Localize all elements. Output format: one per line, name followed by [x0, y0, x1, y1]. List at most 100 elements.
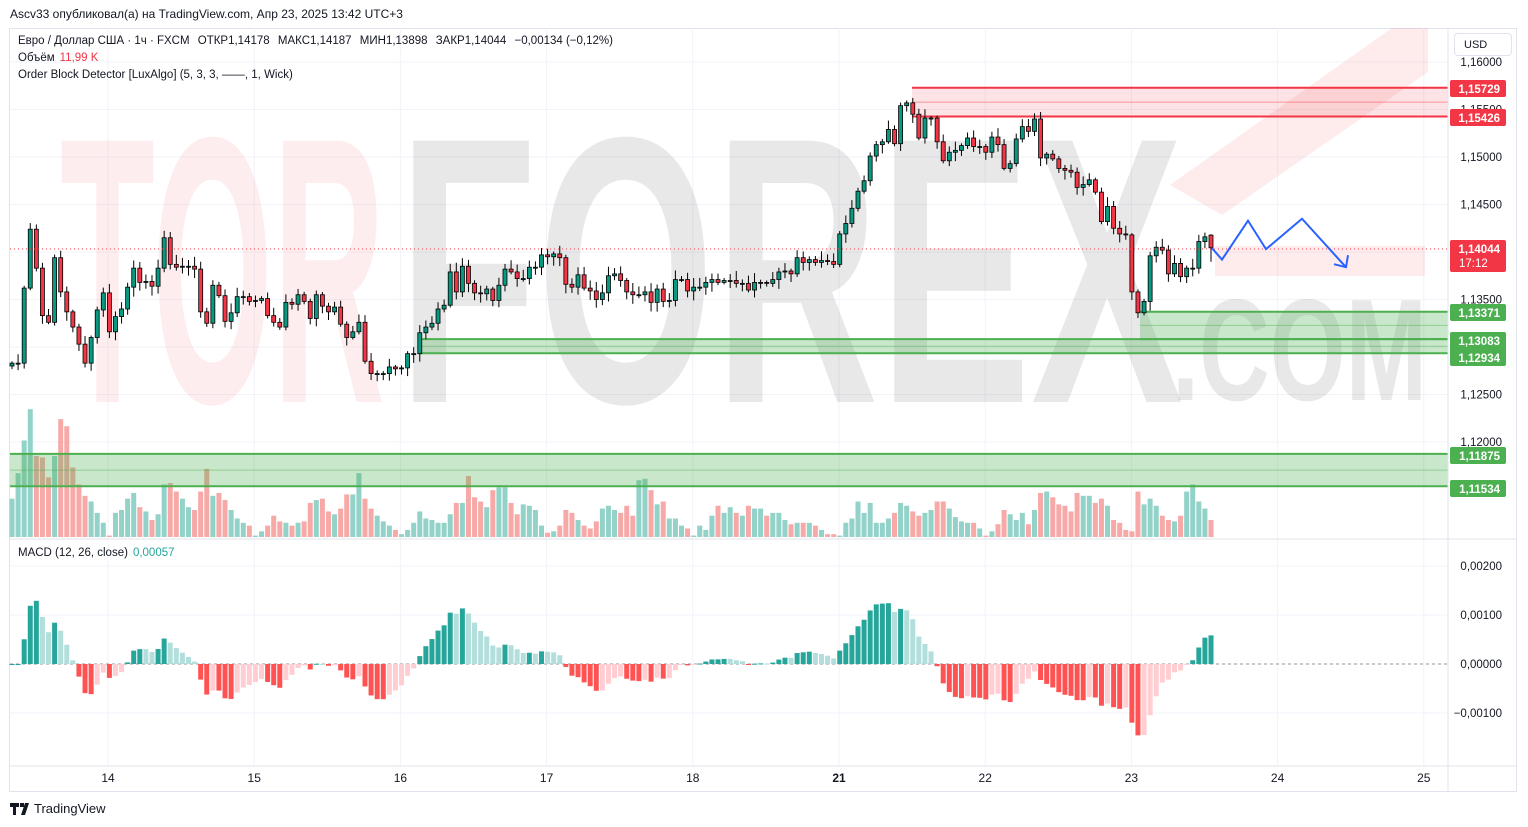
candle-down — [825, 260, 830, 262]
macd-bar — [599, 664, 605, 691]
candle-down — [362, 321, 368, 362]
time-tick-label: 16 — [394, 771, 408, 785]
candle-up — [886, 129, 891, 143]
candle-up — [928, 117, 934, 120]
macd-bar — [861, 619, 867, 664]
macd-bar — [356, 664, 362, 677]
macd-legend[interactable]: MACD (12, 26, close) 0,00057 — [18, 547, 175, 559]
candle-up — [898, 105, 903, 145]
candle-down — [1074, 171, 1080, 188]
macd-bar — [392, 664, 398, 691]
macd-bar — [1129, 664, 1135, 723]
volume-bar — [1074, 492, 1080, 537]
candle-up — [1184, 267, 1190, 278]
candle-down — [1026, 126, 1031, 132]
volume-bar — [1184, 491, 1190, 537]
candle-down — [1178, 262, 1183, 278]
macd-bar — [204, 664, 210, 695]
volume-bar — [727, 507, 733, 537]
candle-up — [435, 308, 441, 324]
volume-bar — [1190, 484, 1196, 537]
volume-bar — [392, 529, 398, 537]
candle-up — [380, 373, 386, 376]
bullish-order-block — [1140, 311, 1448, 340]
candle-down — [289, 301, 295, 305]
macd-bar — [1165, 664, 1171, 680]
macd-bar — [727, 658, 733, 664]
macd-bar — [362, 664, 368, 687]
volume-bar — [21, 440, 27, 537]
volume-bar — [441, 522, 447, 537]
candle-up — [739, 282, 745, 285]
candle-up — [642, 291, 648, 296]
volume-bar — [587, 528, 593, 537]
candle-up — [654, 288, 660, 303]
candle-up — [819, 260, 824, 263]
macd-bar — [173, 648, 179, 664]
volume-bar — [465, 475, 471, 537]
macd-bar — [940, 664, 946, 684]
volume-bar — [800, 522, 806, 537]
volume-bar — [186, 507, 192, 537]
macd-bar — [770, 662, 776, 664]
candle-down — [1165, 249, 1171, 275]
volume-bar — [453, 502, 459, 537]
projection-line — [1211, 217, 1347, 268]
candle-up — [155, 267, 161, 287]
candle-down — [660, 288, 666, 302]
macd-bar — [374, 664, 380, 700]
candle-down — [277, 321, 283, 328]
macd-bar — [831, 658, 837, 664]
macd-bar — [143, 649, 149, 664]
tradingview-logo[interactable]: TradingView — [10, 801, 106, 816]
macd-bar — [691, 664, 697, 665]
volume-bar — [965, 522, 971, 537]
macd-bar — [910, 619, 916, 664]
volume-bar — [934, 501, 940, 537]
svg-text:1,15426: 1,15426 — [1458, 113, 1500, 125]
candle-down — [198, 268, 204, 313]
macd-bar — [648, 664, 654, 682]
candle-down — [764, 281, 770, 284]
macd-bar — [1098, 664, 1104, 706]
candle-up — [533, 266, 538, 269]
volume-bar — [545, 532, 551, 537]
volume-bar — [770, 512, 776, 537]
symbol-legend[interactable]: Евро / Доллар США · 1ч · FXCM ОТКР1,1417… — [18, 35, 613, 47]
candle-up — [125, 286, 131, 310]
candle-down — [271, 315, 277, 323]
volume-bar — [825, 534, 831, 537]
candle-down — [1092, 179, 1098, 193]
volume-bar — [435, 522, 441, 537]
volume-bar — [794, 522, 800, 537]
candle-down — [222, 295, 228, 322]
macd-bar — [1153, 664, 1159, 697]
macd-bar — [563, 664, 569, 667]
candle-down — [514, 271, 520, 280]
volume-bar — [313, 500, 319, 537]
volume-legend[interactable]: Объём 11,99 K — [18, 52, 99, 64]
volume-bar — [240, 522, 246, 537]
time-tick-label: 24 — [1271, 771, 1285, 785]
volume-bar — [752, 508, 758, 537]
volume-bar — [733, 512, 739, 537]
volume-bar — [721, 512, 727, 537]
volume-bar — [678, 525, 684, 537]
volume-bar — [898, 502, 904, 537]
macd-bar — [1056, 664, 1062, 693]
currency-button[interactable]: USD — [1454, 33, 1512, 56]
svg-text:1,13371: 1,13371 — [1458, 308, 1500, 320]
volume-bar — [940, 501, 946, 537]
candle-up — [441, 304, 447, 310]
volume-bar — [234, 518, 240, 537]
label-ob-bear-bottom: 1,15426 — [1450, 109, 1506, 126]
volume-bar — [265, 525, 271, 537]
macd-bar — [112, 664, 118, 676]
price-tick-label: 1,12500 — [1460, 390, 1502, 402]
indicator-legend[interactable]: Order Block Detector [LuxAlgo] (5, 3, 3,… — [18, 69, 293, 81]
candle-up — [131, 267, 137, 288]
candle-down — [216, 284, 222, 297]
macd-value: 0,00057 — [132, 547, 175, 559]
volume-bar — [660, 501, 666, 537]
